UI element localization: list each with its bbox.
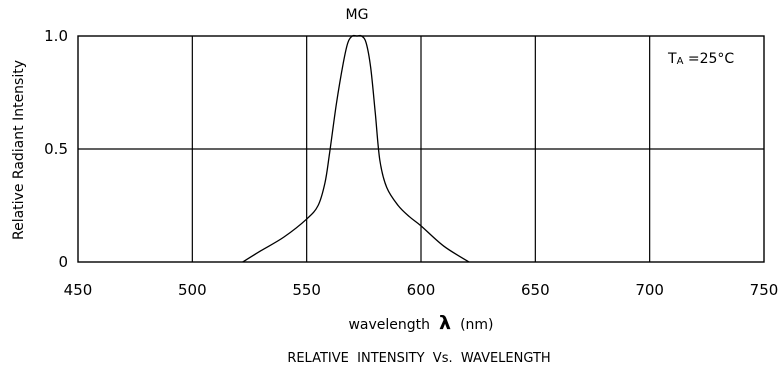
- x-tick-label-700: 700: [635, 281, 664, 299]
- x-tick-label-650: 650: [521, 281, 550, 299]
- x-tick-label-450: 450: [64, 281, 93, 299]
- x-axis-label: wavelength λ (nm): [348, 312, 493, 334]
- annotation-rest: =25°C: [683, 51, 734, 67]
- chart-caption: RELATIVE INTENSITY Vs. WAVELENGTH: [287, 351, 550, 366]
- x-axis-label-unit: (nm): [460, 317, 493, 333]
- x-tick-label-550: 550: [292, 281, 321, 299]
- x-axis-label-symbol: λ: [439, 312, 451, 334]
- y-axis-label: Relative Radiant Intensity: [11, 60, 27, 240]
- y-tick-label-0.5: 0.5: [44, 140, 68, 158]
- plot-frame: [77, 35, 765, 263]
- y-tick-labels: 0 0.5 1.0: [44, 27, 68, 271]
- x-tick-label-500: 500: [178, 281, 207, 299]
- x-tick-label-600: 600: [407, 281, 436, 299]
- chart-title: MG: [346, 7, 369, 23]
- x-tick-labels: 450 500 550 600 650 700 750: [64, 281, 779, 299]
- series-line: [242, 34, 470, 263]
- y-tick-label-1: 1.0: [44, 27, 68, 45]
- annotation-main: T: [667, 51, 677, 67]
- annotation-temperature: TA =25°C: [667, 51, 734, 67]
- x-tick-label-750: 750: [750, 281, 779, 299]
- y-tick-label-0: 0: [58, 253, 68, 271]
- annotation-subscript: A: [677, 56, 684, 67]
- x-axis-label-text: wavelength: [348, 317, 430, 333]
